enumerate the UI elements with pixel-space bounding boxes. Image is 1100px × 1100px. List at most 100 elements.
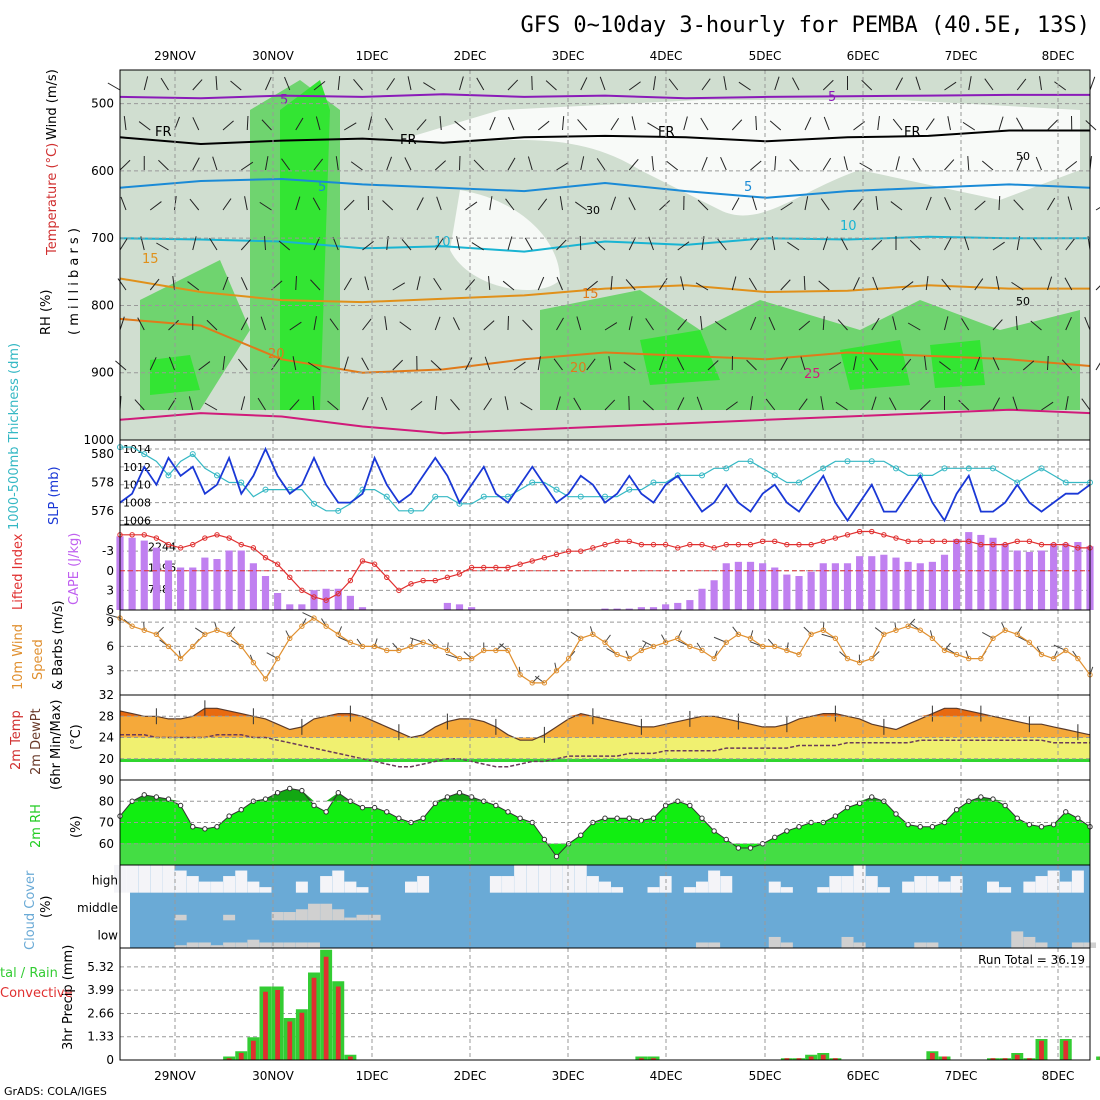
wind-barb xyxy=(628,81,641,91)
wind-barb xyxy=(877,116,880,131)
upper-ylabel-wind: Wind (m/s) xyxy=(45,69,60,140)
wind-barb xyxy=(562,116,565,131)
wind-barb xyxy=(962,121,976,131)
cloud-middle-bar xyxy=(271,912,284,921)
precip-convective-bar xyxy=(275,990,281,1060)
cloud-high-clear xyxy=(356,887,369,893)
cloud-low-bar xyxy=(914,942,927,948)
cape-bar xyxy=(601,608,609,610)
thickness-point xyxy=(165,472,172,479)
cape-bar xyxy=(310,590,318,610)
temp-band-green xyxy=(120,758,1090,762)
wind-barb xyxy=(828,361,842,371)
cloud-low-bar xyxy=(174,945,187,948)
wind-barb xyxy=(925,196,932,211)
thickness-point xyxy=(432,493,439,500)
surface-wind-barb xyxy=(732,626,739,635)
lifted-point xyxy=(359,558,366,564)
cape-bar xyxy=(698,588,706,610)
rh2m-ytick-80: 80 xyxy=(99,794,114,808)
wind-barb xyxy=(343,199,355,211)
contour-label-11: 15 xyxy=(582,287,599,302)
thickness-point xyxy=(214,472,220,479)
wind-barb xyxy=(963,236,970,251)
wind-barb xyxy=(717,238,727,251)
surface-wind-barb xyxy=(1001,622,1006,631)
cape-bar xyxy=(625,608,633,610)
thickness-point xyxy=(917,472,924,479)
surface-wind-barb xyxy=(410,638,414,647)
wind-barb xyxy=(260,316,266,331)
wind-barb xyxy=(992,397,1001,411)
surface-wind-barb xyxy=(534,675,545,684)
rh2m-point xyxy=(177,802,184,809)
wind-barb xyxy=(804,117,812,131)
wind-barb xyxy=(484,356,491,371)
wind-speed-point xyxy=(578,635,584,642)
cloud-high-clear xyxy=(829,876,842,893)
thickness-point xyxy=(893,465,899,472)
wind-barb xyxy=(120,196,127,211)
wind-barb xyxy=(337,76,341,91)
wind-speed-point xyxy=(917,627,923,633)
chart-title: GFS 0~10day 3-hourly for PEMBA (40.5E, 1… xyxy=(520,13,1090,38)
wind-barb xyxy=(577,119,588,131)
wind-barb xyxy=(1016,157,1024,171)
cape-bar xyxy=(1013,550,1021,610)
upper-ytick-600: 600 xyxy=(91,164,114,178)
lifted-point xyxy=(153,535,160,541)
cloud-high-clear xyxy=(987,881,999,893)
wind-barb xyxy=(580,156,585,171)
wind-barb xyxy=(488,276,491,291)
rh2m-point xyxy=(323,809,329,815)
rh2m-point xyxy=(311,802,317,809)
lifted-point xyxy=(578,548,584,554)
cloud-high-clear xyxy=(696,881,708,893)
rh2m-point xyxy=(517,815,523,821)
wind-barb xyxy=(576,316,582,331)
cloud-high-clear xyxy=(1071,870,1084,893)
wind-barb xyxy=(780,357,788,371)
wind-barb xyxy=(433,277,442,291)
lifted-ytick-3: 6 xyxy=(106,603,114,617)
wind-speed-point xyxy=(371,643,378,650)
wind-barb xyxy=(327,400,339,411)
wind-speed-point xyxy=(287,635,293,642)
lifted-point xyxy=(687,541,693,548)
slp-frame xyxy=(119,439,1091,526)
surface-wind-barb xyxy=(803,626,812,635)
wind-barb xyxy=(871,396,877,411)
rh2m-point xyxy=(1063,809,1069,815)
wind-barb xyxy=(556,317,564,331)
wind-speed-point xyxy=(905,623,911,629)
wind-barb xyxy=(261,119,272,131)
credit-label: GrADS: COLA/IGES xyxy=(4,1085,107,1098)
lifted-point xyxy=(420,577,426,584)
wind-barb xyxy=(222,120,234,131)
cape-bar xyxy=(856,556,864,610)
wind-barb xyxy=(368,116,373,131)
wind-barb xyxy=(343,122,357,131)
wind-speed-point xyxy=(832,635,839,642)
wind-barb xyxy=(117,278,127,291)
wind-barb xyxy=(944,81,957,91)
cloud-low-bar xyxy=(1023,936,1036,948)
wind-barb xyxy=(909,239,921,251)
lifted-point xyxy=(396,587,402,594)
surface-wind-barb xyxy=(499,643,509,651)
wind-barb xyxy=(984,78,994,91)
lifted-point xyxy=(881,532,887,538)
cloud-high-clear xyxy=(574,865,587,893)
rh2m-point xyxy=(299,787,305,794)
lifted-point xyxy=(966,538,972,545)
rh2m-ylabel-unit: (%) xyxy=(69,816,84,839)
wind-ytick-6: 6 xyxy=(106,639,114,653)
isotherm-5-0 xyxy=(119,93,1090,100)
wind-barb xyxy=(604,322,618,331)
cloud-high-clear xyxy=(417,876,430,893)
wind-speed-point xyxy=(1014,631,1020,637)
cloud-low-bar xyxy=(186,942,199,948)
lifted-point xyxy=(323,597,329,603)
wind-barb xyxy=(890,201,903,211)
cloud-high-clear xyxy=(902,881,915,893)
